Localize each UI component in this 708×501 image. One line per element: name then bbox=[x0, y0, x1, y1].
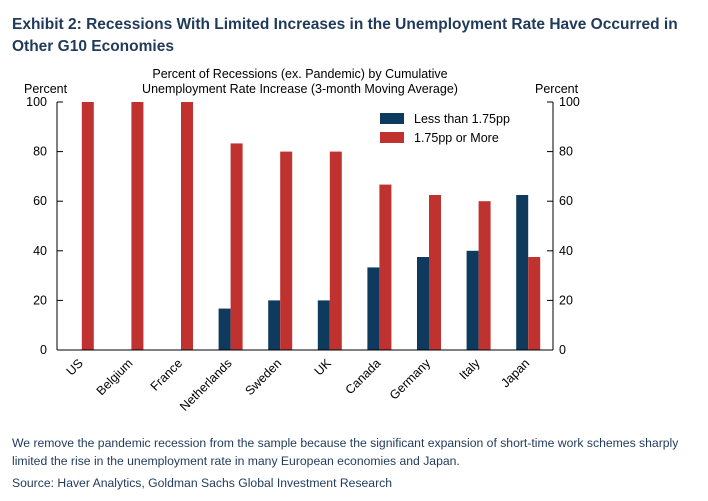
bar-more-us bbox=[81, 102, 94, 350]
bar-more-netherlands bbox=[230, 143, 243, 350]
bar-more-italy bbox=[478, 201, 491, 350]
y-tick-label-left: 100 bbox=[26, 95, 47, 109]
y-tick-label-right: 0 bbox=[559, 343, 566, 357]
bar-less-canada bbox=[367, 267, 380, 350]
legend-label-more: 1.75pp or More bbox=[414, 131, 499, 145]
bar-more-sweden bbox=[280, 151, 293, 350]
legend-label-less: Less than 1.75pp bbox=[414, 112, 510, 126]
x-tick-label-japan: Japan bbox=[498, 356, 532, 390]
y-axis-left: 0 20 40 60 80 100 bbox=[26, 95, 63, 357]
y-tick-label-right: 80 bbox=[559, 145, 573, 159]
x-tick-label-belgium: Belgium bbox=[94, 356, 136, 398]
bar-more-japan bbox=[528, 257, 541, 350]
chart-title: Percent of Recessions (ex. Pandemic) by … bbox=[152, 67, 447, 81]
bars bbox=[81, 102, 541, 350]
bar-more-germany bbox=[429, 195, 441, 350]
bar-more-uk bbox=[329, 151, 342, 350]
y-axis-right-label: Percent bbox=[535, 82, 579, 96]
y-tick-label-right: 40 bbox=[559, 244, 573, 258]
x-tick-label-us: US bbox=[64, 356, 86, 378]
bar-more-belgium bbox=[131, 102, 144, 350]
bar-chart: Percent of Recessions (ex. Pandemic) by … bbox=[24, 67, 580, 414]
x-tick-label-netherlands: Netherlands bbox=[177, 356, 235, 414]
x-tick-label-sweden: Sweden bbox=[242, 356, 284, 398]
exhibit-title: Exhibit 2: Recessions With Limited Incre… bbox=[12, 16, 678, 55]
bar-less-uk bbox=[317, 300, 330, 350]
footnote: We remove the pandemic recession from th… bbox=[12, 436, 679, 468]
x-tick-label-germany: Germany bbox=[387, 356, 434, 403]
y-tick-label-left: 80 bbox=[33, 145, 47, 159]
bar-less-italy bbox=[466, 250, 479, 350]
y-tick-label-left: 60 bbox=[33, 194, 47, 208]
bar-more-canada bbox=[379, 184, 392, 350]
y-tick-label-right: 20 bbox=[559, 293, 573, 307]
legend: Less than 1.75pp 1.75pp or More bbox=[380, 112, 510, 145]
x-tick-label-uk: UK bbox=[312, 356, 335, 379]
legend-swatch-less bbox=[380, 113, 404, 124]
x-tick-label-canada: Canada bbox=[343, 356, 384, 397]
y-tick-label-right: 60 bbox=[559, 194, 573, 208]
bar-more-france bbox=[181, 102, 193, 350]
x-tick-label-france: France bbox=[148, 356, 185, 393]
x-tick-label-italy: Italy bbox=[457, 356, 484, 383]
bar-less-sweden bbox=[268, 300, 281, 350]
legend-swatch-more bbox=[380, 132, 404, 143]
y-tick-label-left: 0 bbox=[40, 343, 47, 357]
y-axis-left-label: Percent bbox=[24, 82, 68, 96]
y-tick-label-right: 100 bbox=[559, 95, 580, 109]
source: Source: Haver Analytics, Goldman Sachs G… bbox=[12, 476, 393, 490]
bar-less-germany bbox=[417, 257, 429, 350]
y-axis-right: 0 20 40 60 80 100 bbox=[547, 95, 580, 357]
y-tick-label-left: 40 bbox=[33, 244, 47, 258]
chart-subtitle: Unemployment Rate Increase (3-month Movi… bbox=[142, 82, 458, 96]
bar-less-netherlands bbox=[218, 308, 231, 350]
bar-less-japan bbox=[516, 195, 529, 350]
y-tick-label-left: 20 bbox=[33, 293, 47, 307]
